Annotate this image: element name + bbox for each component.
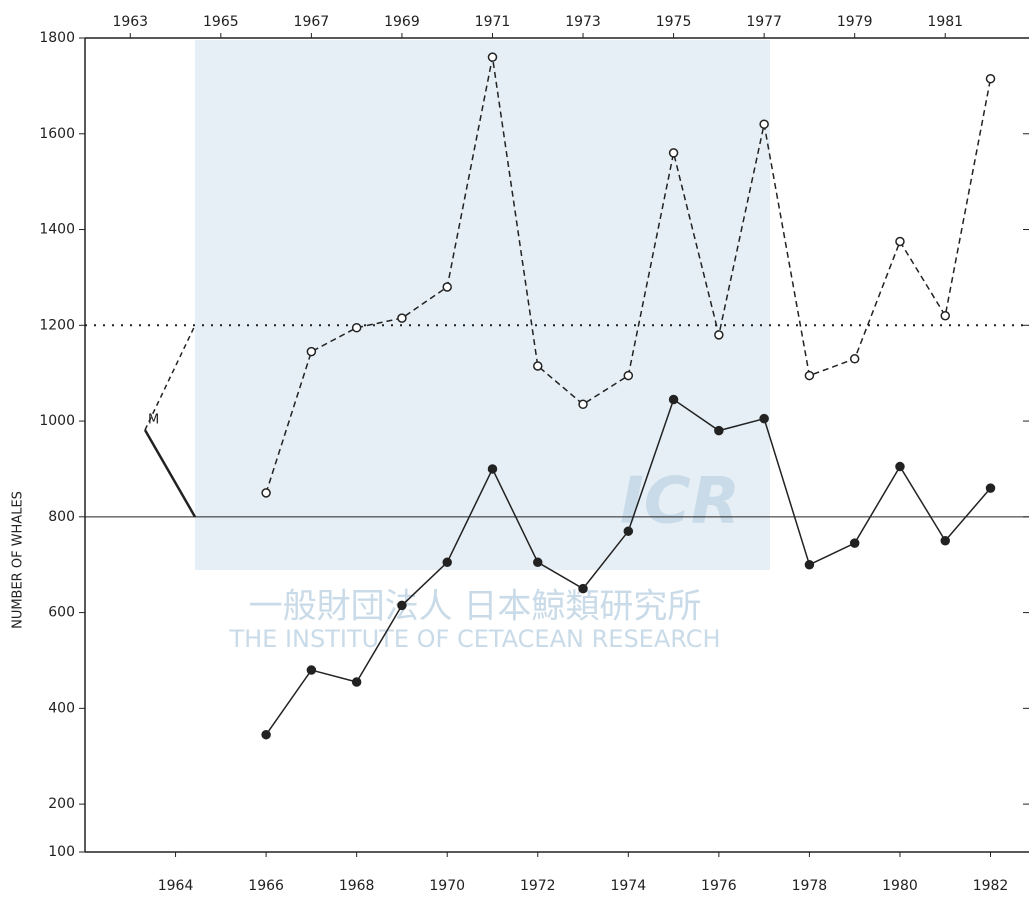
y-tick-label: 1800	[39, 30, 75, 46]
watermark-logo: ICR	[620, 465, 740, 539]
x2-tick-label: 1967	[294, 14, 330, 30]
data-point	[487, 464, 498, 474]
data-point	[759, 119, 769, 129]
data-point	[895, 236, 905, 247]
x-tick-label: 1976	[701, 878, 737, 894]
data-point	[261, 488, 271, 498]
data-point	[623, 370, 634, 381]
x-tick-label: 1980	[882, 878, 918, 894]
data-point	[306, 346, 317, 357]
data-point	[397, 313, 407, 323]
data-point	[985, 73, 996, 84]
data-point	[397, 600, 407, 611]
x-tick-label: 1974	[610, 878, 646, 894]
x2-tick-label: 1965	[203, 14, 239, 30]
data-point	[849, 354, 860, 364]
x2-tick-label: 1981	[927, 14, 963, 30]
data-point	[668, 148, 679, 158]
x2-tick-label: 1969	[384, 14, 420, 30]
x2-tick-label: 1973	[565, 14, 601, 30]
y-tick-label: 100	[48, 844, 75, 860]
x-tick-label: 1966	[248, 878, 284, 894]
data-point	[804, 559, 815, 570]
annotation: M	[148, 413, 159, 428]
x2-tick-label: 1963	[112, 14, 148, 30]
x2-tick-label: 1979	[837, 14, 873, 30]
x-tick-label: 1972	[520, 878, 556, 894]
data-point	[261, 729, 271, 740]
data-point	[804, 370, 815, 381]
data-point	[533, 361, 543, 371]
data-point	[578, 583, 588, 594]
x-tick-label: 1970	[429, 878, 465, 894]
data-point	[306, 665, 317, 675]
y-axis-label: NUMBER OF WHALES	[11, 491, 26, 629]
data-point	[849, 538, 860, 548]
watermark-text: 一般財団法人 日本鯨類研究所	[249, 587, 702, 627]
data-point	[759, 413, 769, 424]
data-point	[578, 399, 588, 410]
y-tick-label: 1000	[39, 413, 75, 429]
data-point	[351, 322, 362, 333]
data-point	[487, 52, 498, 62]
y-tick-label: 1200	[39, 317, 75, 333]
data-point	[668, 394, 679, 405]
data-point	[895, 461, 905, 472]
annotation-arrow	[143, 429, 197, 518]
watermark-bg	[195, 40, 770, 570]
x-tick-label: 1964	[158, 878, 194, 894]
data-point	[533, 557, 543, 568]
x2-tick-label: 1975	[656, 14, 692, 30]
y-tick-label: 600	[48, 605, 75, 621]
data-point	[442, 557, 452, 568]
data-point	[985, 483, 996, 493]
y-tick-label: 400	[48, 700, 75, 716]
y-tick-label: 1400	[39, 222, 75, 238]
data-point	[714, 425, 724, 436]
x2-tick-label: 1977	[746, 14, 782, 30]
data-point	[623, 526, 634, 536]
x-tick-label: 1978	[792, 878, 828, 894]
watermark-text: THE INSTITUTE OF CETACEAN RESEARCH	[228, 625, 720, 653]
annotation-arrow	[144, 324, 196, 431]
data-point	[442, 282, 452, 292]
data-point	[940, 310, 950, 321]
y-tick-label: 200	[48, 796, 75, 812]
x-tick-label: 1968	[339, 878, 375, 894]
x-tick-label: 1982	[973, 878, 1009, 894]
data-point	[940, 536, 950, 546]
y-tick-label: 800	[48, 509, 75, 525]
data-point	[351, 677, 362, 687]
x2-tick-label: 1971	[475, 14, 511, 30]
data-point	[714, 330, 724, 340]
y-tick-label: 1600	[39, 126, 75, 142]
